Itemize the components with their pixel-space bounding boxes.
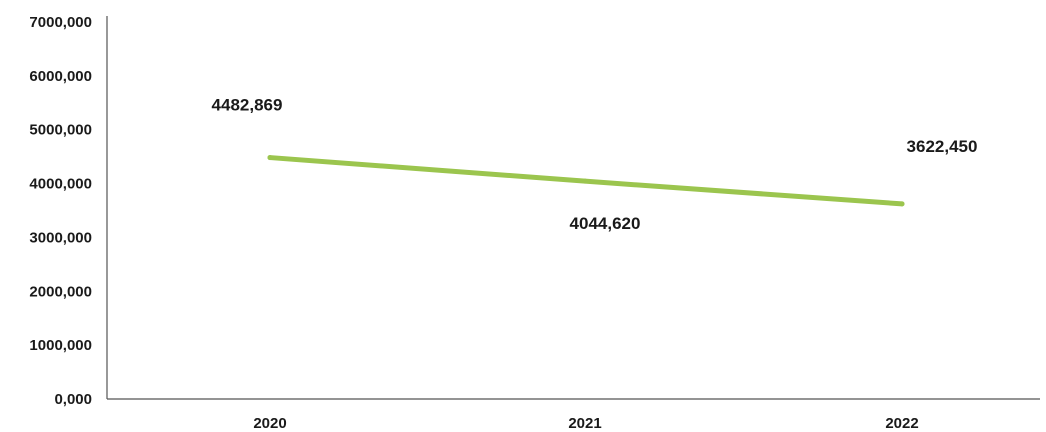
x-tick-label: 2022 bbox=[885, 415, 918, 432]
data-point bbox=[899, 201, 905, 207]
series bbox=[267, 155, 905, 207]
data-label: 4482,869 bbox=[212, 96, 283, 115]
y-tick-label: 7000,000 bbox=[29, 14, 92, 31]
y-tick-label: 1000,000 bbox=[29, 337, 92, 354]
x-axis: 2020 2021 2022 bbox=[107, 398, 1040, 432]
x-tick-label: 2021 bbox=[568, 415, 601, 432]
data-point bbox=[267, 155, 273, 161]
y-tick-label: 4000,000 bbox=[29, 176, 92, 193]
y-tick-label: 0,000 bbox=[54, 391, 92, 408]
y-tick-label: 5000,000 bbox=[29, 122, 92, 139]
y-tick-label: 3000,000 bbox=[29, 229, 92, 246]
x-tick-label: 2020 bbox=[253, 415, 286, 432]
data-labels: 4482,869 4044,620 3622,450 bbox=[212, 96, 978, 234]
data-point bbox=[582, 178, 588, 184]
y-tick-label: 2000,000 bbox=[29, 283, 92, 300]
y-axis: 0,000 1000,000 2000,000 3000,000 4000,000 500… bbox=[29, 14, 108, 408]
y-tick-label: 6000,000 bbox=[29, 68, 92, 85]
data-label: 3622,450 bbox=[907, 137, 978, 156]
data-label: 4044,620 bbox=[570, 214, 641, 233]
